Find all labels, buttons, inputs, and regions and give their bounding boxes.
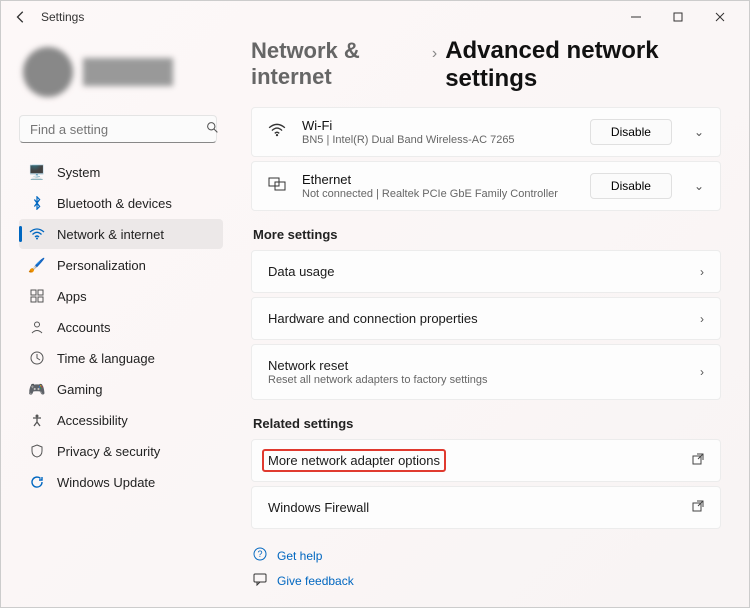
wifi-icon bbox=[268, 123, 288, 142]
external-link-icon bbox=[692, 500, 704, 515]
row-title: More network adapter options bbox=[262, 449, 446, 472]
breadcrumb: Network & internet › Advanced network se… bbox=[251, 37, 721, 93]
titlebar: Settings bbox=[1, 1, 749, 33]
close-button[interactable] bbox=[699, 3, 741, 31]
external-link-icon bbox=[692, 453, 704, 468]
sidebar-item-apps[interactable]: Apps bbox=[19, 281, 223, 311]
nav-label: Accessibility bbox=[57, 413, 128, 428]
adapter-title: Wi-Fi bbox=[302, 118, 576, 133]
paint-icon: 🖌️ bbox=[29, 257, 45, 273]
adapter-wifi-card: Wi-Fi BN5 | Intel(R) Dual Band Wireless-… bbox=[251, 107, 721, 157]
row-title: Hardware and connection properties bbox=[268, 311, 678, 326]
chevron-right-icon: › bbox=[700, 365, 704, 379]
section-header-more: More settings bbox=[253, 227, 721, 242]
ethernet-disable-button[interactable]: Disable bbox=[590, 173, 672, 199]
feedback-icon bbox=[253, 572, 267, 589]
row-title: Network reset bbox=[268, 358, 678, 373]
nav-label: Network & internet bbox=[57, 227, 164, 242]
search-input[interactable] bbox=[30, 122, 206, 137]
nav-label: Bluetooth & devices bbox=[57, 196, 172, 211]
nav-label: Privacy & security bbox=[57, 444, 160, 459]
clock-icon bbox=[29, 350, 45, 366]
sidebar-item-accounts[interactable]: Accounts bbox=[19, 312, 223, 342]
settings-window: Settings 🖥️System Bluetooth & bbox=[0, 0, 750, 608]
chevron-down-icon[interactable]: ⌄ bbox=[694, 179, 704, 193]
windows-firewall-row[interactable]: Windows Firewall bbox=[251, 486, 721, 529]
nav-label: Apps bbox=[57, 289, 87, 304]
chevron-right-icon: › bbox=[700, 265, 704, 279]
content: Network & internet › Advanced network se… bbox=[231, 33, 749, 607]
chevron-down-icon[interactable]: ⌄ bbox=[694, 125, 704, 139]
adapter-sub: Not connected | Realtek PCIe GbE Family … bbox=[302, 188, 576, 200]
accounts-icon bbox=[29, 319, 45, 335]
sidebar-item-accessibility[interactable]: Accessibility bbox=[19, 405, 223, 435]
search-box[interactable] bbox=[19, 115, 217, 143]
main-area: 🖥️ System Bluetooth & devices Network & i… bbox=[1, 33, 749, 607]
get-help-link[interactable]: ? Get help bbox=[253, 543, 721, 568]
accessibility-icon bbox=[29, 412, 45, 428]
gaming-icon: 🎮 bbox=[29, 381, 45, 397]
chevron-right-icon: › bbox=[700, 312, 704, 326]
link-text: Give feedback bbox=[277, 574, 354, 588]
shield-icon bbox=[29, 443, 45, 459]
user-block[interactable] bbox=[19, 41, 223, 111]
nav-label: Accounts bbox=[57, 320, 110, 335]
link-text: Get help bbox=[277, 549, 322, 563]
search-icon bbox=[206, 121, 219, 137]
sidebar-item-network[interactable]: Network & internet bbox=[19, 219, 223, 249]
nav-label: Windows Update bbox=[57, 475, 155, 490]
network-reset-row[interactable]: Network reset Reset all network adapters… bbox=[251, 344, 721, 400]
avatar bbox=[23, 47, 73, 97]
nav-label: Gaming bbox=[57, 382, 103, 397]
section-header-related: Related settings bbox=[253, 416, 721, 431]
nav-label: Personalization bbox=[57, 258, 146, 273]
sidebar: 🖥️ System Bluetooth & devices Network & i… bbox=[1, 33, 231, 607]
row-sub: Reset all network adapters to factory se… bbox=[268, 374, 678, 386]
more-adapter-options-row[interactable]: More network adapter options bbox=[251, 439, 721, 482]
window-title: Settings bbox=[41, 10, 84, 24]
adapter-ethernet-card: Ethernet Not connected | Realtek PCIe Gb… bbox=[251, 161, 721, 211]
svg-text:?: ? bbox=[257, 549, 262, 559]
nav-label: System bbox=[57, 165, 100, 180]
sidebar-item-personalization[interactable]: 🖌️ Personalization bbox=[19, 250, 223, 280]
adapter-title: Ethernet bbox=[302, 172, 576, 187]
minimize-button[interactable] bbox=[615, 3, 657, 31]
sidebar-item-bluetooth[interactable]: Bluetooth & devices bbox=[19, 188, 223, 218]
sidebar-item-update[interactable]: Windows Update bbox=[19, 467, 223, 497]
sidebar-item-time[interactable]: Time & language bbox=[19, 343, 223, 373]
row-title: Data usage bbox=[268, 264, 678, 279]
chevron-right-icon: › bbox=[432, 45, 437, 63]
breadcrumb-parent[interactable]: Network & internet bbox=[251, 38, 424, 90]
adapter-sub: BN5 | Intel(R) Dual Band Wireless-AC 726… bbox=[302, 134, 576, 146]
ethernet-icon bbox=[268, 177, 288, 196]
nav: 🖥️ System Bluetooth & devices Network & i… bbox=[19, 157, 223, 497]
user-name bbox=[83, 58, 173, 86]
sidebar-item-gaming[interactable]: 🎮 Gaming bbox=[19, 374, 223, 404]
update-icon bbox=[29, 474, 45, 490]
bluetooth-icon bbox=[29, 195, 45, 211]
give-feedback-link[interactable]: Give feedback bbox=[253, 568, 721, 593]
maximize-button[interactable] bbox=[657, 3, 699, 31]
sidebar-item-privacy[interactable]: Privacy & security bbox=[19, 436, 223, 466]
sidebar-item-system[interactable]: 🖥️ System bbox=[19, 157, 223, 187]
wifi-icon bbox=[29, 226, 45, 242]
system-icon: 🖥️ bbox=[29, 164, 45, 180]
row-title: Windows Firewall bbox=[268, 500, 678, 515]
nav-label: Time & language bbox=[57, 351, 155, 366]
page-title: Advanced network settings bbox=[445, 37, 721, 93]
wifi-disable-button[interactable]: Disable bbox=[590, 119, 672, 145]
help-icon: ? bbox=[253, 547, 267, 564]
data-usage-row[interactable]: Data usage › bbox=[251, 250, 721, 293]
apps-icon bbox=[29, 288, 45, 304]
back-button[interactable] bbox=[9, 5, 33, 29]
back-arrow-icon bbox=[14, 10, 28, 24]
help-links: ? Get help Give feedback bbox=[251, 543, 721, 593]
window-controls bbox=[615, 3, 741, 31]
hardware-properties-row[interactable]: Hardware and connection properties › bbox=[251, 297, 721, 340]
